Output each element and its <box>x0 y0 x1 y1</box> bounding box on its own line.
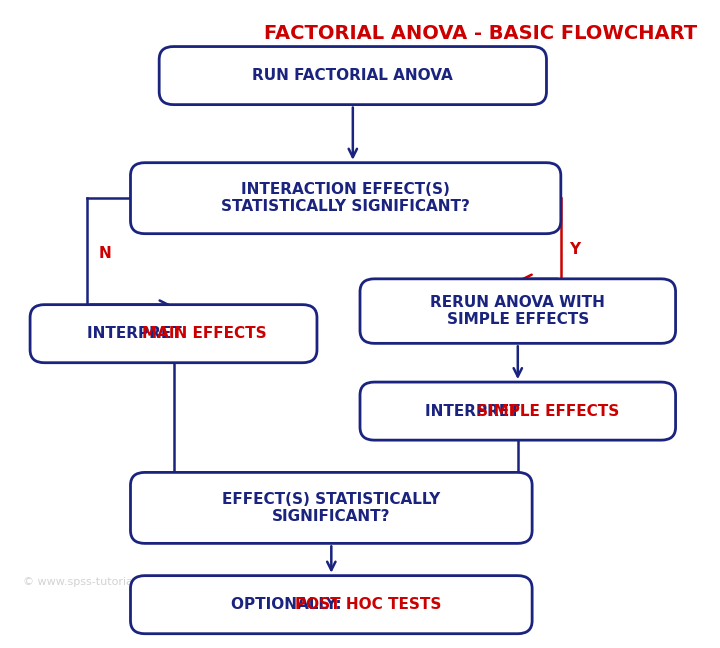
FancyBboxPatch shape <box>130 163 561 234</box>
Text: INTERPRET: INTERPRET <box>87 326 187 341</box>
Text: SIMPLE EFFECTS: SIMPLE EFFECTS <box>477 404 619 419</box>
FancyBboxPatch shape <box>360 279 675 343</box>
Text: FACTORIAL ANOVA - BASIC FLOWCHART: FACTORIAL ANOVA - BASIC FLOWCHART <box>264 24 697 43</box>
Text: N: N <box>99 246 112 260</box>
FancyBboxPatch shape <box>30 305 317 363</box>
Text: INTERPRET: INTERPRET <box>425 404 525 419</box>
Text: RERUN ANOVA WITH
SIMPLE EFFECTS: RERUN ANOVA WITH SIMPLE EFFECTS <box>431 295 606 327</box>
Text: INTERACTION EFFECT(S)
STATISTICALLY SIGNIFICANT?: INTERACTION EFFECT(S) STATISTICALLY SIGN… <box>221 182 470 214</box>
Text: © www.spss-tutorials.com: © www.spss-tutorials.com <box>23 577 169 587</box>
Text: RUN FACTORIAL ANOVA: RUN FACTORIAL ANOVA <box>253 68 453 83</box>
Text: MAIN EFFECTS: MAIN EFFECTS <box>142 326 266 341</box>
Text: POST HOC TESTS: POST HOC TESTS <box>294 597 441 612</box>
Text: EFFECT(S) STATISTICALLY
SIGNIFICANT?: EFFECT(S) STATISTICALLY SIGNIFICANT? <box>222 492 441 524</box>
FancyBboxPatch shape <box>159 47 546 104</box>
FancyBboxPatch shape <box>130 575 532 634</box>
Text: OPTIONALLY:: OPTIONALLY: <box>230 597 346 612</box>
FancyBboxPatch shape <box>360 382 675 440</box>
FancyBboxPatch shape <box>130 472 532 544</box>
Text: Y: Y <box>570 242 581 257</box>
